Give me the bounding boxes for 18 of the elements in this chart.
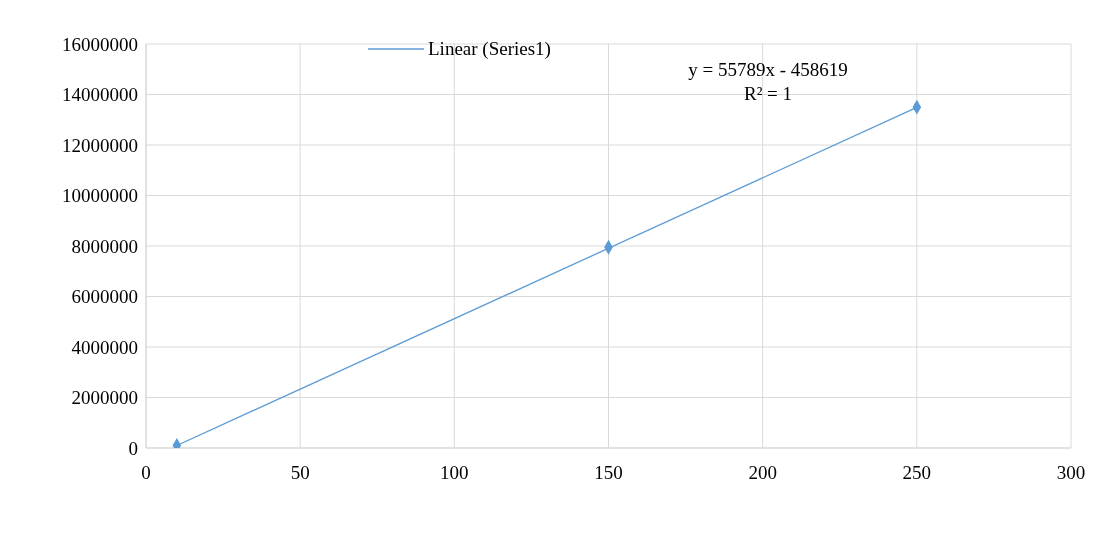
y-tick-label: 12000000 [62,134,138,156]
x-tick-label: 50 [290,462,310,484]
x-tick-label: 250 [902,462,932,484]
y-tick-label: 16000000 [62,33,138,55]
y-tick-label: 10000000 [62,185,138,207]
y-tick-label: 6000000 [71,286,138,308]
y-tick-label: 14000000 [62,84,138,106]
y-tick-label: 4000000 [71,336,138,358]
legend-label: Linear (Series1) [428,38,551,60]
x-tick-label: 200 [748,462,777,484]
y-tick-label: 8000000 [71,235,138,257]
annotation: y = 55789x - 458619 [687,58,849,82]
annotation: R² = 1 [742,82,794,106]
y-tick-label: 0 [128,437,138,459]
x-tick-label: 100 [440,462,469,484]
x-tick-label: 150 [594,462,623,484]
x-tick-label: 300 [1056,462,1086,484]
y-tick-label: 2000000 [71,387,138,409]
